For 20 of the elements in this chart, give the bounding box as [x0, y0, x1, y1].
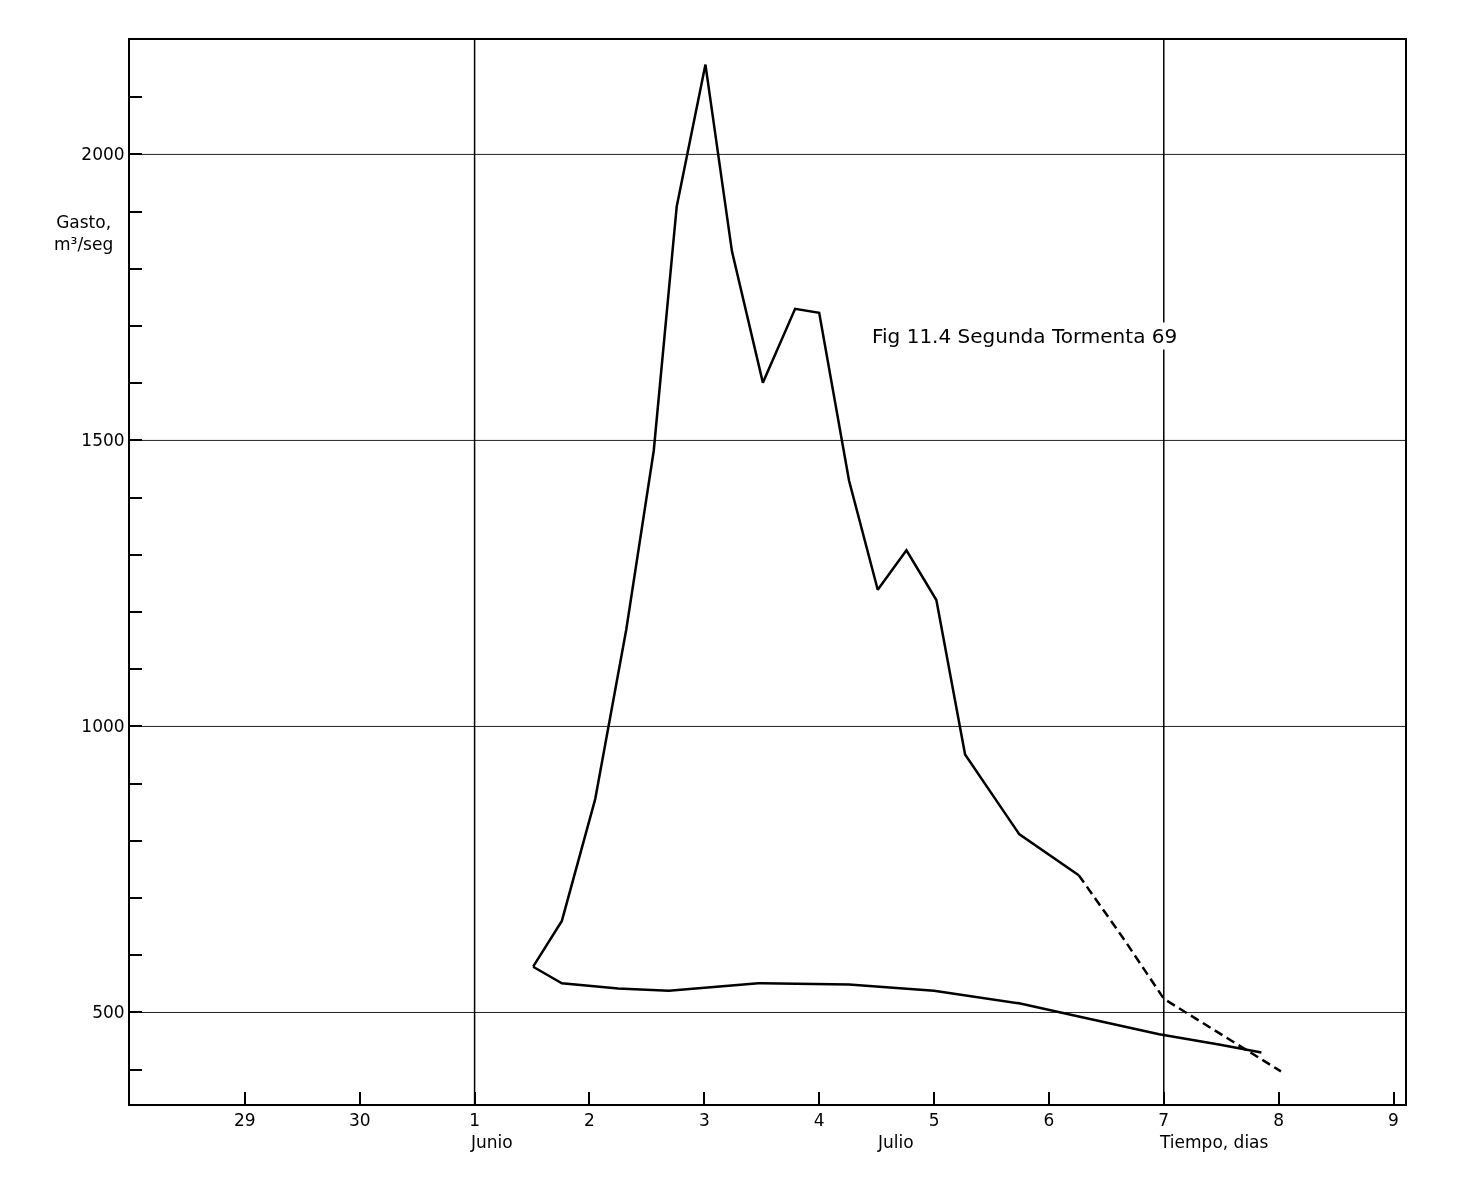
y-tick-label: 500 — [92, 1002, 125, 1023]
text: Fig 11.4 Segunda Tormenta 69 — [872, 324, 1178, 348]
y-tick-label: 1500 — [81, 430, 125, 451]
x-tick-label: 5 — [928, 1110, 940, 1131]
x-tick-label: 3 — [698, 1110, 710, 1131]
x-tick-label: 29 — [234, 1110, 256, 1131]
text: Junio — [470, 1132, 513, 1152]
x-tick-label: 2 — [584, 1110, 595, 1131]
x-tick-label: 1 — [469, 1110, 480, 1131]
y-tick-label: 2000 — [81, 144, 125, 165]
x-tick-label: 4 — [813, 1110, 825, 1131]
x-axis-title: Tiempo, dias — [1159, 1132, 1269, 1152]
y-axis-title: Gasto, m³/seg — [54, 212, 114, 255]
x-tick-label: 6 — [1043, 1110, 1055, 1131]
x-tick-label: 7 — [1158, 1110, 1170, 1131]
y-tick-label: 1000 — [81, 716, 125, 737]
text: Julio — [877, 1132, 914, 1152]
x-tick-label: 30 — [348, 1110, 371, 1131]
x-tick-label: 8 — [1273, 1110, 1285, 1131]
x-tick-label: 9 — [1388, 1110, 1399, 1131]
